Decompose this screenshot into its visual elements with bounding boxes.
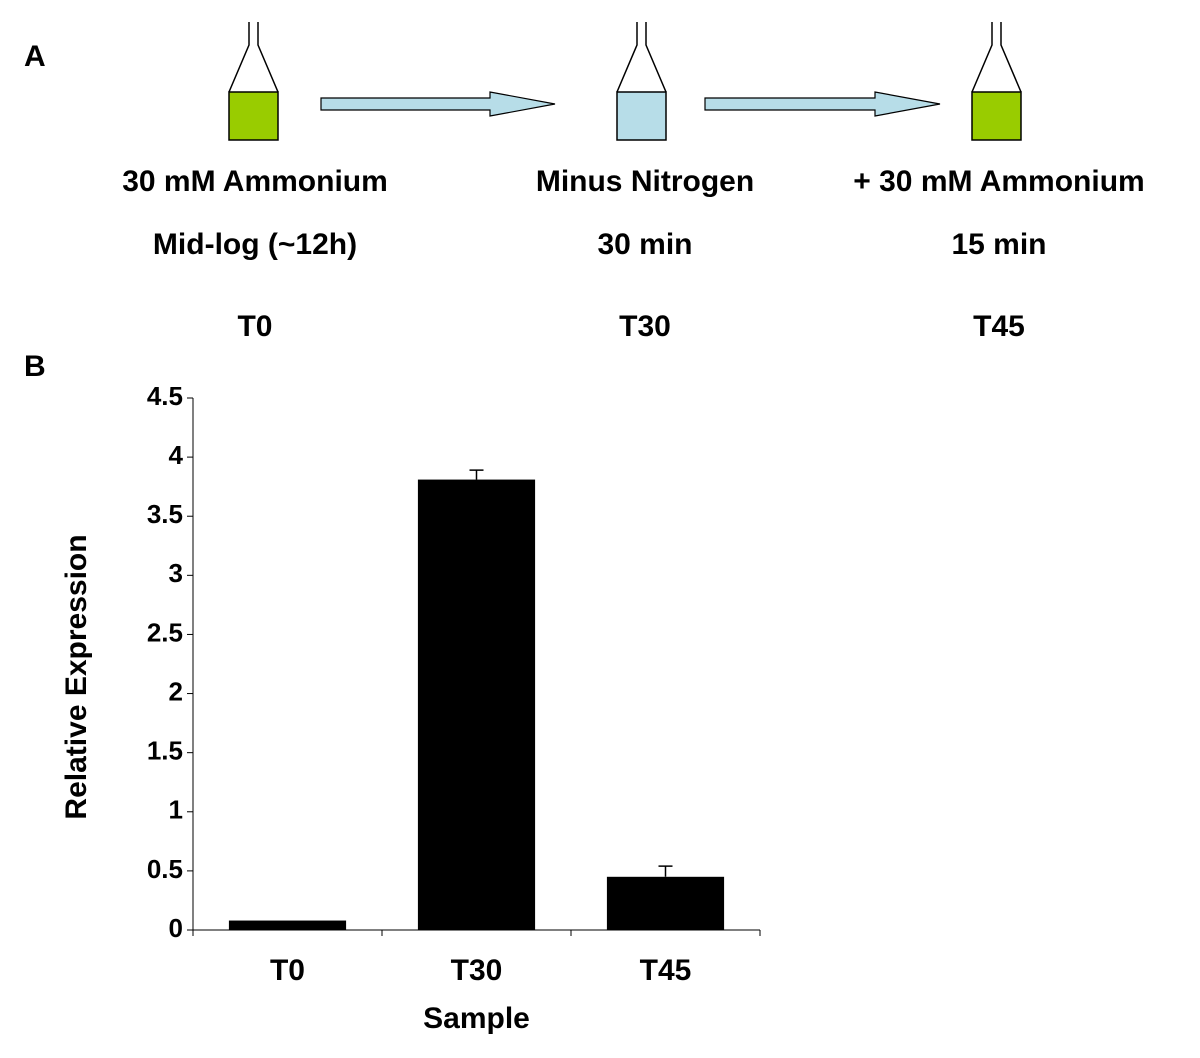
error-bar (658, 865, 673, 877)
flask (616, 22, 667, 141)
step-duration: 30 min (597, 228, 692, 261)
bar (417, 479, 536, 930)
x-tick-label: T30 (451, 954, 503, 987)
step-sample: T30 (619, 310, 671, 343)
y-tick-label: 2.5 (147, 617, 183, 647)
flask (228, 22, 279, 141)
y-tick-label: 3.5 (147, 499, 183, 529)
y-tick-label: 1 (169, 795, 183, 825)
y-axis-label: Relative Expression (60, 534, 93, 819)
x-axis-label: Sample (423, 1002, 530, 1035)
y-tick-label: 4 (169, 440, 184, 470)
arrow (704, 91, 941, 117)
step-duration: 15 min (951, 228, 1046, 261)
error-bar (469, 469, 484, 480)
chart: 0 0.5 1 1.5 2 2.5 3 3.5 4 4.5 T0 T30 T45 Sample Relati… (60, 381, 761, 1035)
y-tick-label: 4.5 (147, 381, 183, 411)
steps: 30 mM Ammonium Mid-log (~12h) T0 Minus Nitr… (122, 165, 1145, 343)
x-tick-label: T0 (270, 954, 305, 987)
panel-label: A (24, 40, 46, 73)
y-tick-label: 0.5 (147, 854, 183, 884)
step-sample: T0 (237, 310, 272, 343)
y-tick-label: 2 (169, 676, 183, 706)
flask (971, 22, 1022, 141)
y-tick-label: 3 (169, 558, 183, 588)
y-tick-label: 1.5 (147, 736, 183, 766)
step-condition: Minus Nitrogen (536, 165, 754, 198)
step-duration: Mid-log (~12h) (153, 228, 357, 261)
step-condition: 30 mM Ammonium (122, 165, 388, 198)
step-sample: T45 (973, 310, 1025, 343)
arrow (320, 91, 556, 117)
bar (228, 920, 347, 930)
panel-label: B (24, 350, 46, 383)
x-tick-label: T45 (640, 954, 692, 987)
bar (606, 876, 725, 930)
y-tick-label: 0 (169, 913, 183, 943)
step-condition: + 30 mM Ammonium (853, 165, 1144, 198)
